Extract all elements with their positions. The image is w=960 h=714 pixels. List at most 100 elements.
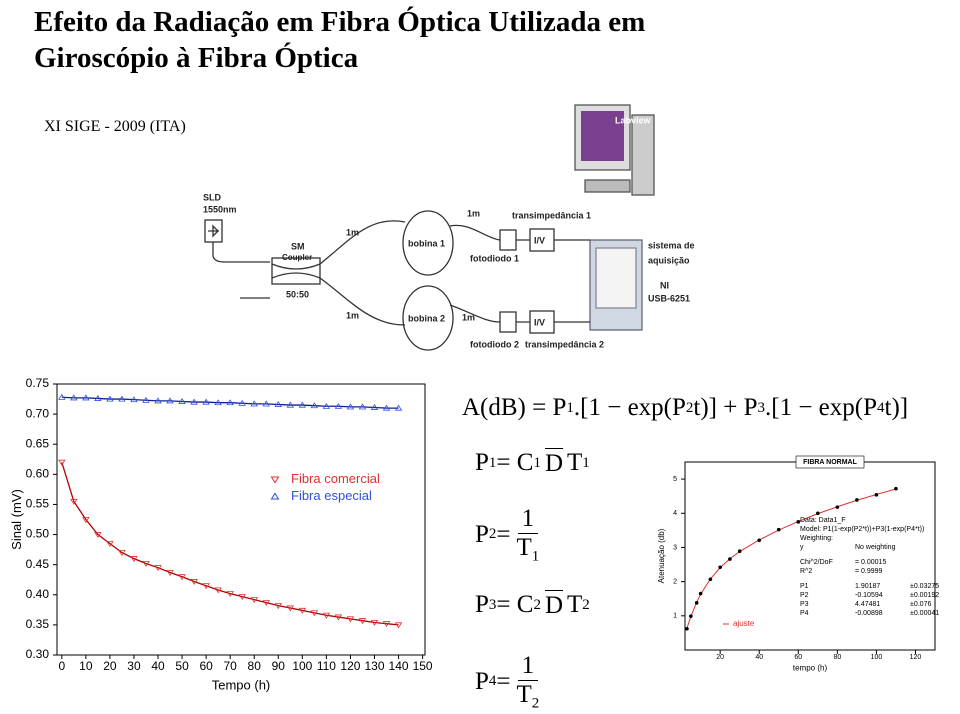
x-tick-label: 100: [292, 659, 312, 673]
equation-part: =: [496, 667, 511, 695]
setup-diagram: [204, 104, 655, 351]
x-tick-label: 40: [151, 659, 165, 673]
fit-annotation: Chi^2/DoF: [800, 559, 833, 566]
data-point: [310, 610, 319, 617]
x-tick-label: 50: [175, 659, 189, 673]
fit-annotation: y: [800, 544, 804, 551]
data-point: [776, 527, 781, 532]
x-axis-label: Tempo (h): [212, 678, 271, 693]
title-line: Efeito da Radiação em Fibra Óptica Utili…: [34, 6, 646, 38]
denominator: T1: [517, 534, 540, 565]
data-point: [142, 560, 150, 567]
x-tick-label: 60: [199, 659, 213, 673]
label: I/V: [534, 235, 545, 245]
coil: [402, 210, 454, 276]
fiber: [449, 224, 501, 241]
x-tick-label: 120: [910, 654, 922, 661]
data-point: [322, 612, 331, 619]
data-point: [106, 541, 114, 548]
fraction: 1 T1: [517, 505, 540, 564]
title: Efeito da Radiação em Fibra Óptica Utili…: [34, 4, 645, 76]
equation-part: D: [544, 590, 563, 619]
y-tick-label: 0.55: [26, 497, 50, 511]
equation-part: 1: [566, 399, 574, 416]
y-tick-label: 0.45: [26, 557, 50, 571]
data-point: [346, 403, 355, 410]
data-point: [358, 618, 367, 625]
coupler-symbol: [271, 263, 321, 279]
equation-part: t)]: [884, 394, 909, 421]
screen: [581, 111, 624, 161]
photodiode: [499, 311, 517, 333]
equation-part: 2: [488, 526, 497, 543]
data-point: [94, 532, 102, 539]
fit-annotation: 4.47481: [855, 601, 880, 608]
label: aquisição: [648, 255, 690, 265]
data-point: [118, 550, 126, 557]
fiber: [319, 220, 406, 265]
x-tick-label: 60: [794, 654, 802, 661]
data-point: [874, 493, 879, 497]
fit-annotation: -0.10594: [855, 592, 883, 599]
equation-part: P: [475, 520, 489, 548]
data-point: [394, 622, 403, 629]
data-point: [250, 400, 258, 407]
wire: [554, 239, 590, 323]
fit-line: [686, 488, 897, 629]
label: NI: [660, 280, 669, 290]
data-point: [166, 569, 174, 576]
x-tick-label: 140: [389, 659, 409, 673]
y-tick-label: 0.30: [26, 647, 50, 661]
photodiode: [499, 229, 517, 251]
equation-part: 1: [582, 454, 590, 471]
data-point: [370, 619, 379, 626]
data-point: [178, 574, 186, 581]
fit-annotation: 1.90187: [855, 583, 880, 590]
x-tick-label: 90: [272, 659, 286, 673]
equation-part: 2: [533, 596, 541, 613]
x-tick-label: 130: [364, 659, 384, 673]
data-point: [334, 402, 343, 409]
subtitle: XI SIGE - 2009 (ITA): [44, 118, 186, 135]
y-tick-label: 5: [673, 476, 677, 483]
sld-symbol: [208, 224, 219, 238]
denominator: T2: [517, 681, 540, 712]
equation-part: P: [475, 449, 489, 476]
title-line: Giroscópio à Fibra Óptica: [34, 42, 359, 74]
data-point: [394, 404, 403, 411]
y-tick-label: 0.35: [26, 617, 50, 631]
x-tick-label: 80: [833, 654, 841, 661]
equation-part: T: [516, 680, 532, 708]
chart-title-box: [795, 455, 865, 469]
data-point: [70, 498, 78, 505]
data-point: [728, 557, 732, 561]
data-point: [694, 601, 699, 605]
data-point: [382, 621, 391, 628]
data-point: [214, 399, 222, 406]
fit-annotation: Data: Data1_F: [800, 517, 846, 524]
data-point: [370, 404, 379, 410]
x-tick-label: 20: [716, 654, 724, 661]
y-tick-label: 2: [673, 578, 677, 585]
label: fotodiodo 2: [470, 339, 519, 349]
equation-part: T: [567, 591, 583, 618]
data-point: [718, 565, 722, 570]
legend-label: ajuste: [733, 619, 755, 628]
tower: [631, 114, 655, 196]
data-point: [226, 591, 234, 598]
y-axis-label: Atenuação (db): [657, 528, 666, 583]
data-point: [166, 397, 174, 404]
fit-annotation: P3: [800, 601, 809, 608]
label: sistema de: [648, 240, 695, 250]
plot-frame: [684, 461, 936, 651]
label: fotodiodo 1: [470, 253, 519, 263]
fit-annotation: -0.00898: [855, 610, 883, 617]
coupler-box: [271, 257, 321, 285]
label: transimpedância 1: [512, 210, 591, 220]
fit-annotation: ±0.03275: [910, 583, 939, 590]
legend-marker: [270, 476, 280, 484]
label: 1550nm: [203, 204, 237, 214]
x-tick-label: 80: [248, 659, 262, 673]
